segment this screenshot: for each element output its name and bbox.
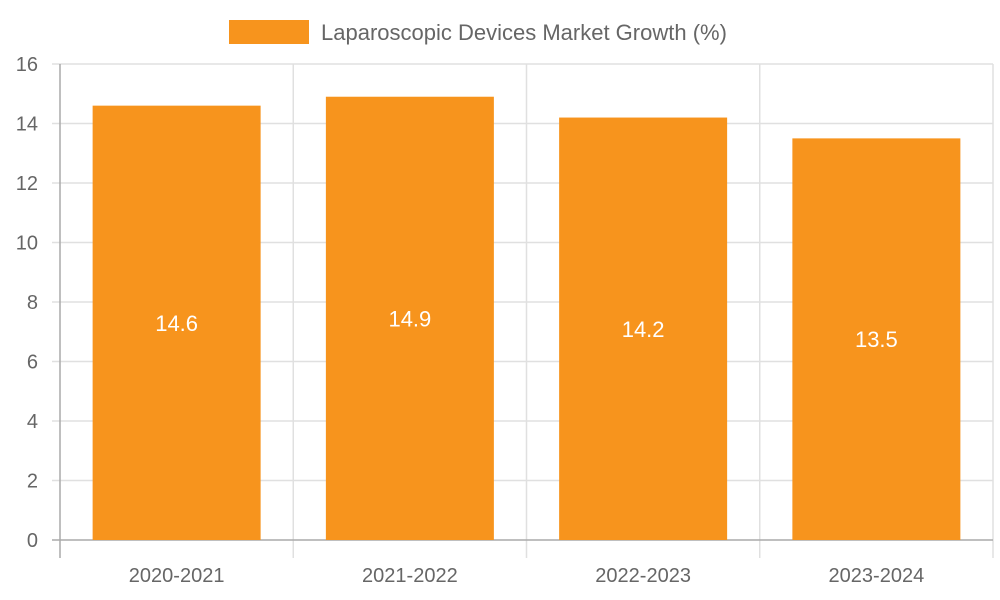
- bar-value-label: 14.6: [155, 311, 198, 336]
- x-tick-label: 2021-2022: [362, 565, 458, 587]
- bar-value-label: 14.9: [388, 306, 431, 331]
- y-tick-label: 8: [27, 292, 38, 314]
- y-tick-label: 2: [27, 471, 38, 493]
- y-tick-label: 16: [16, 54, 38, 76]
- y-tick-label: 6: [27, 352, 38, 374]
- y-tick-label: 0: [27, 530, 38, 552]
- bar: [92, 105, 261, 541]
- bars: [92, 96, 961, 541]
- x-tick-label: 2022-2023: [595, 565, 691, 587]
- bar-value-label: 13.5: [855, 327, 898, 352]
- bar: [559, 117, 728, 541]
- x-tick-label: 2023-2024: [829, 565, 925, 587]
- bar-value-label: 14.2: [622, 317, 665, 342]
- y-tick-label: 14: [16, 114, 38, 136]
- legend-label[interactable]: Laparoscopic Devices Market Growth (%): [321, 20, 727, 45]
- y-tick-label: 10: [16, 233, 38, 255]
- y-tick-label: 12: [16, 173, 38, 195]
- x-tick-label: 2020-2021: [129, 565, 225, 587]
- y-tick-label: 4: [27, 411, 38, 433]
- y-axis-ticks: 0 2 4 6 8 10 12 14 16: [16, 54, 38, 552]
- legend[interactable]: Laparoscopic Devices Market Growth (%): [229, 20, 727, 45]
- bar: [792, 138, 961, 540]
- bar: [325, 96, 494, 540]
- x-axis-ticks: 2020-2021 2021-2022 2022-2023 2023-2024: [129, 565, 924, 587]
- legend-swatch[interactable]: [229, 20, 309, 44]
- data-labels: 14.6 14.9 14.2 13.5: [155, 306, 898, 352]
